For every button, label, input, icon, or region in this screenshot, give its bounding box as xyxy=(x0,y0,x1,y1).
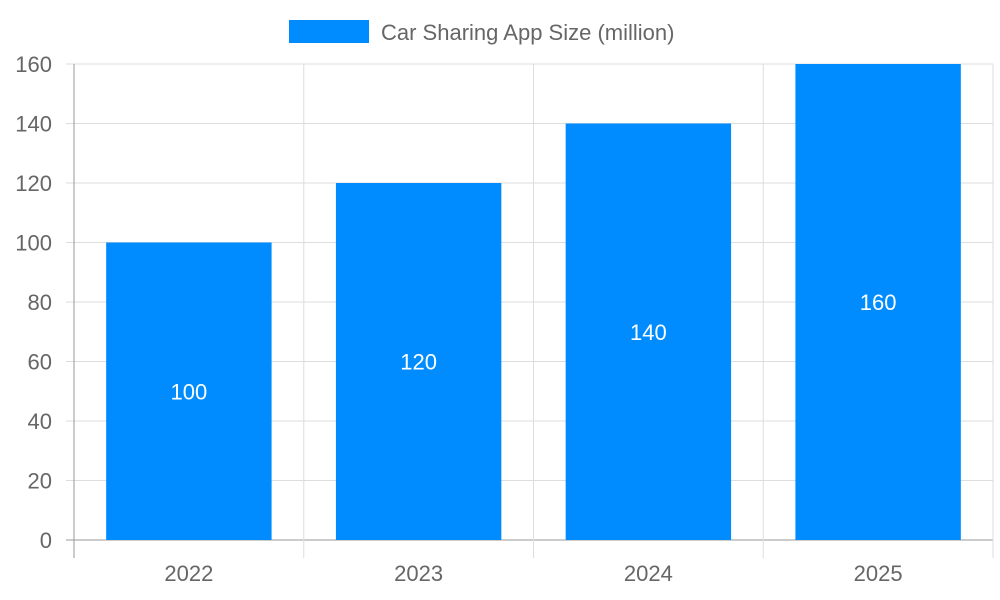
x-tick-label: 2024 xyxy=(624,561,673,586)
data-label: 140 xyxy=(630,320,667,345)
y-tick-label: 120 xyxy=(15,171,52,196)
bar xyxy=(565,123,732,540)
bar xyxy=(335,183,502,540)
legend[interactable]: Car Sharing App Size (million) xyxy=(289,20,674,45)
data-label: 160 xyxy=(860,290,897,315)
bars: 100 120 140 160 xyxy=(106,64,961,540)
y-tick-label: 140 xyxy=(15,112,52,137)
bar xyxy=(106,242,272,540)
x-tick-label: 2025 xyxy=(854,561,903,586)
x-tick-label: 2023 xyxy=(394,561,443,586)
legend-swatch xyxy=(289,20,369,43)
x-tick-label: 2022 xyxy=(164,561,213,586)
data-label: 100 xyxy=(171,379,208,404)
axes: 0 20 40 60 80 100 120 140 160 2022 2023 2024 2025 xyxy=(15,52,902,586)
legend-label: Car Sharing App Size (million) xyxy=(381,20,674,45)
y-tick-label: 100 xyxy=(15,231,52,256)
y-tick-label: 20 xyxy=(28,469,52,494)
bar xyxy=(795,64,961,540)
y-tick-label: 60 xyxy=(28,350,52,375)
y-tick-label: 0 xyxy=(40,528,52,553)
data-label: 120 xyxy=(400,350,437,375)
y-tick-label: 80 xyxy=(28,290,52,315)
y-tick-label: 40 xyxy=(28,409,52,434)
y-tick-label: 160 xyxy=(15,52,52,77)
